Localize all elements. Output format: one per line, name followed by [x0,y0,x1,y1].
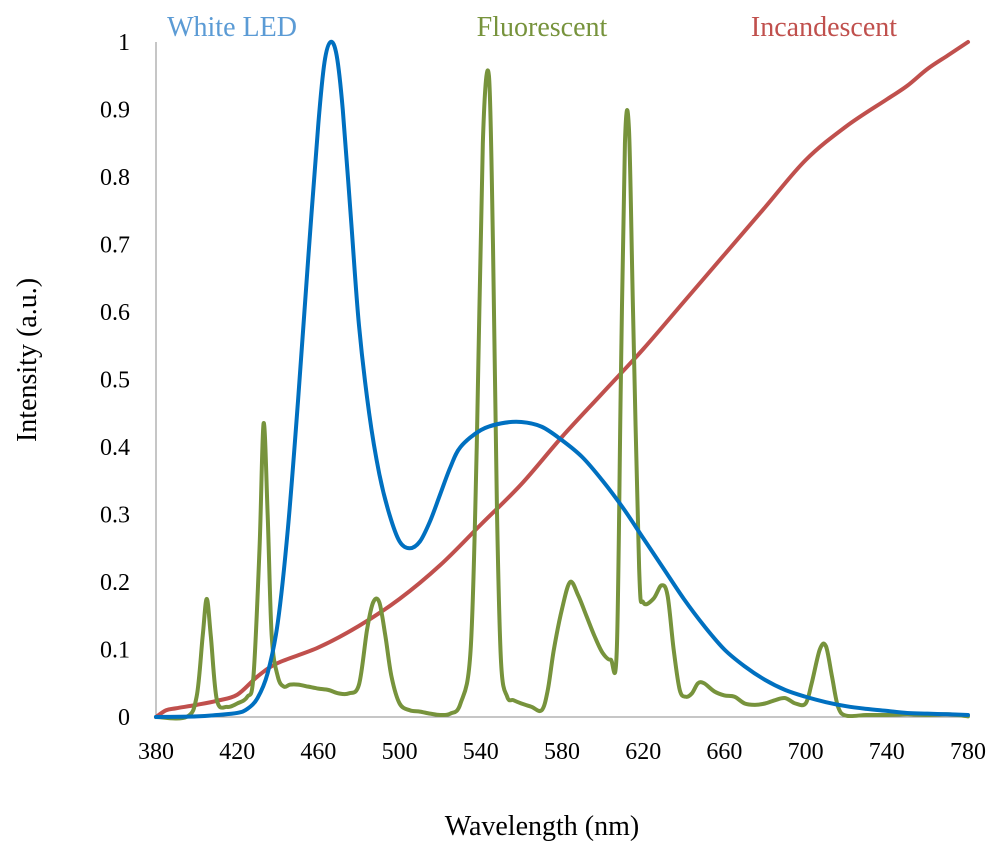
x-tick-label: 740 [869,739,905,765]
x-tick-label: 380 [138,739,174,765]
x-tick-label: 580 [544,739,580,765]
y-axis-label: Intensity (a.u.) [12,278,43,442]
axes [155,42,968,718]
y-tick-label: 0.3 [100,503,130,529]
x-tick-label: 540 [463,739,499,765]
x-tick-label: 660 [706,739,742,765]
x-tick-label: 500 [382,739,418,765]
legend: White LED Fluorescent Incandescent [167,12,897,43]
y-tick-label: 0.2 [100,570,130,596]
x-axis-label: Wavelength (nm) [445,811,639,841]
tick-labels: 0 0.1 0.2 0.3 0.4 0.5 0.6 0.7 0.8 0.9 1 380 420 460 50… [100,30,986,765]
y-tick-label: 0.9 [100,98,130,124]
white-led-line [154,39,970,719]
x-tick-label: 780 [950,739,986,765]
legend-incandescent: Incandescent [751,12,897,43]
x-tick-label: 700 [788,739,824,765]
x-tick-label: 460 [300,739,336,765]
legend-white-led: White LED [167,12,297,43]
legend-fluorescent: Fluorescent [477,12,608,43]
series-lines [154,39,970,721]
y-tick-label: 0.7 [100,233,130,259]
y-tick-label: 1 [118,30,130,56]
x-tick-label: 620 [625,739,661,765]
y-tick-label: 0 [118,705,130,731]
y-tick-label: 0.4 [100,435,130,461]
y-tick-label: 0.5 [100,368,130,394]
x-tick-label: 420 [219,739,255,765]
incandescent-line [154,40,970,719]
y-tick-label: 0.1 [100,638,130,664]
fluorescent-line [154,68,970,721]
y-tick-label: 0.8 [100,165,130,191]
y-tick-label: 0.6 [100,300,130,326]
